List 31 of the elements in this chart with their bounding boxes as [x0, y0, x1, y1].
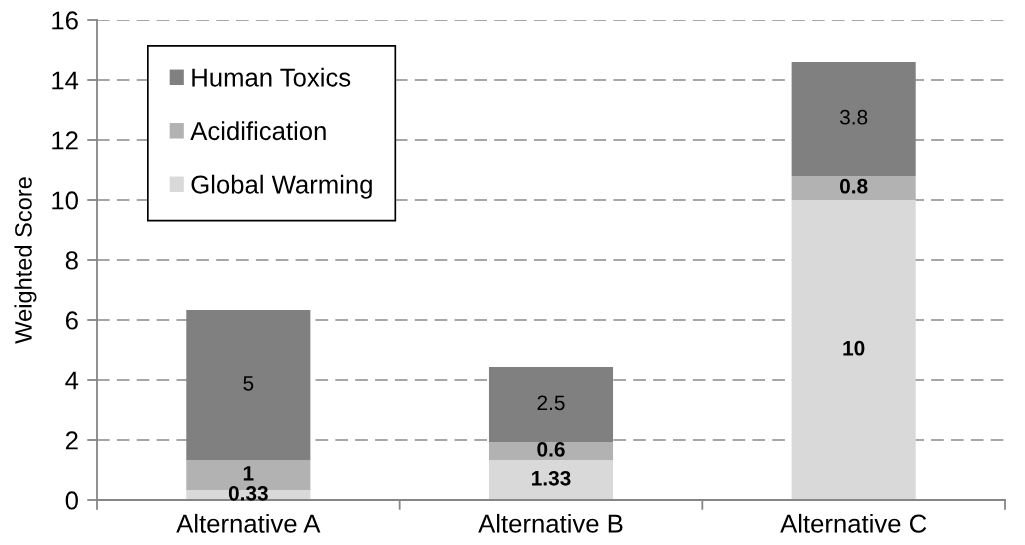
x-tick-label: Alternative C [780, 513, 927, 533]
bar [488, 367, 614, 443]
data-label: 1 [243, 466, 254, 481]
data-label: 1.33 [532, 470, 571, 486]
y-tick-label: 10 [52, 191, 78, 210]
data-label: 0.33 [228, 485, 268, 501]
y-tick-label: 2 [65, 431, 78, 450]
bar [488, 460, 614, 500]
x-tick-label: Alternative B [478, 513, 623, 533]
legend-label: Acidification [190, 121, 326, 141]
data-label: 0.6 [537, 441, 565, 457]
bar [488, 442, 614, 461]
y-tick-label: 12 [52, 131, 78, 150]
data-label: 2.5 [537, 395, 565, 411]
data-label: 10 [843, 340, 865, 356]
bar [186, 310, 311, 461]
x-tick-label: Alternative A [176, 513, 321, 533]
legend-label: Human Toxics [192, 67, 351, 87]
data-label: 5 [243, 376, 254, 391]
y-tick-label: 4 [65, 371, 79, 390]
y-tick-label: 16 [52, 11, 78, 30]
data-label: 0.8 [840, 178, 868, 194]
y-axis-title: Weighted Score [14, 177, 37, 344]
data-label: 3.8 [839, 109, 868, 125]
y-tick-label: 0 [65, 491, 78, 510]
bar [791, 62, 916, 176]
y-tick-label: 8 [65, 251, 78, 270]
legend-label: Global Warming [191, 174, 372, 199]
y-tick-label: 6 [65, 311, 78, 330]
y-tick-label: 14 [52, 71, 79, 90]
bar [791, 200, 916, 500]
